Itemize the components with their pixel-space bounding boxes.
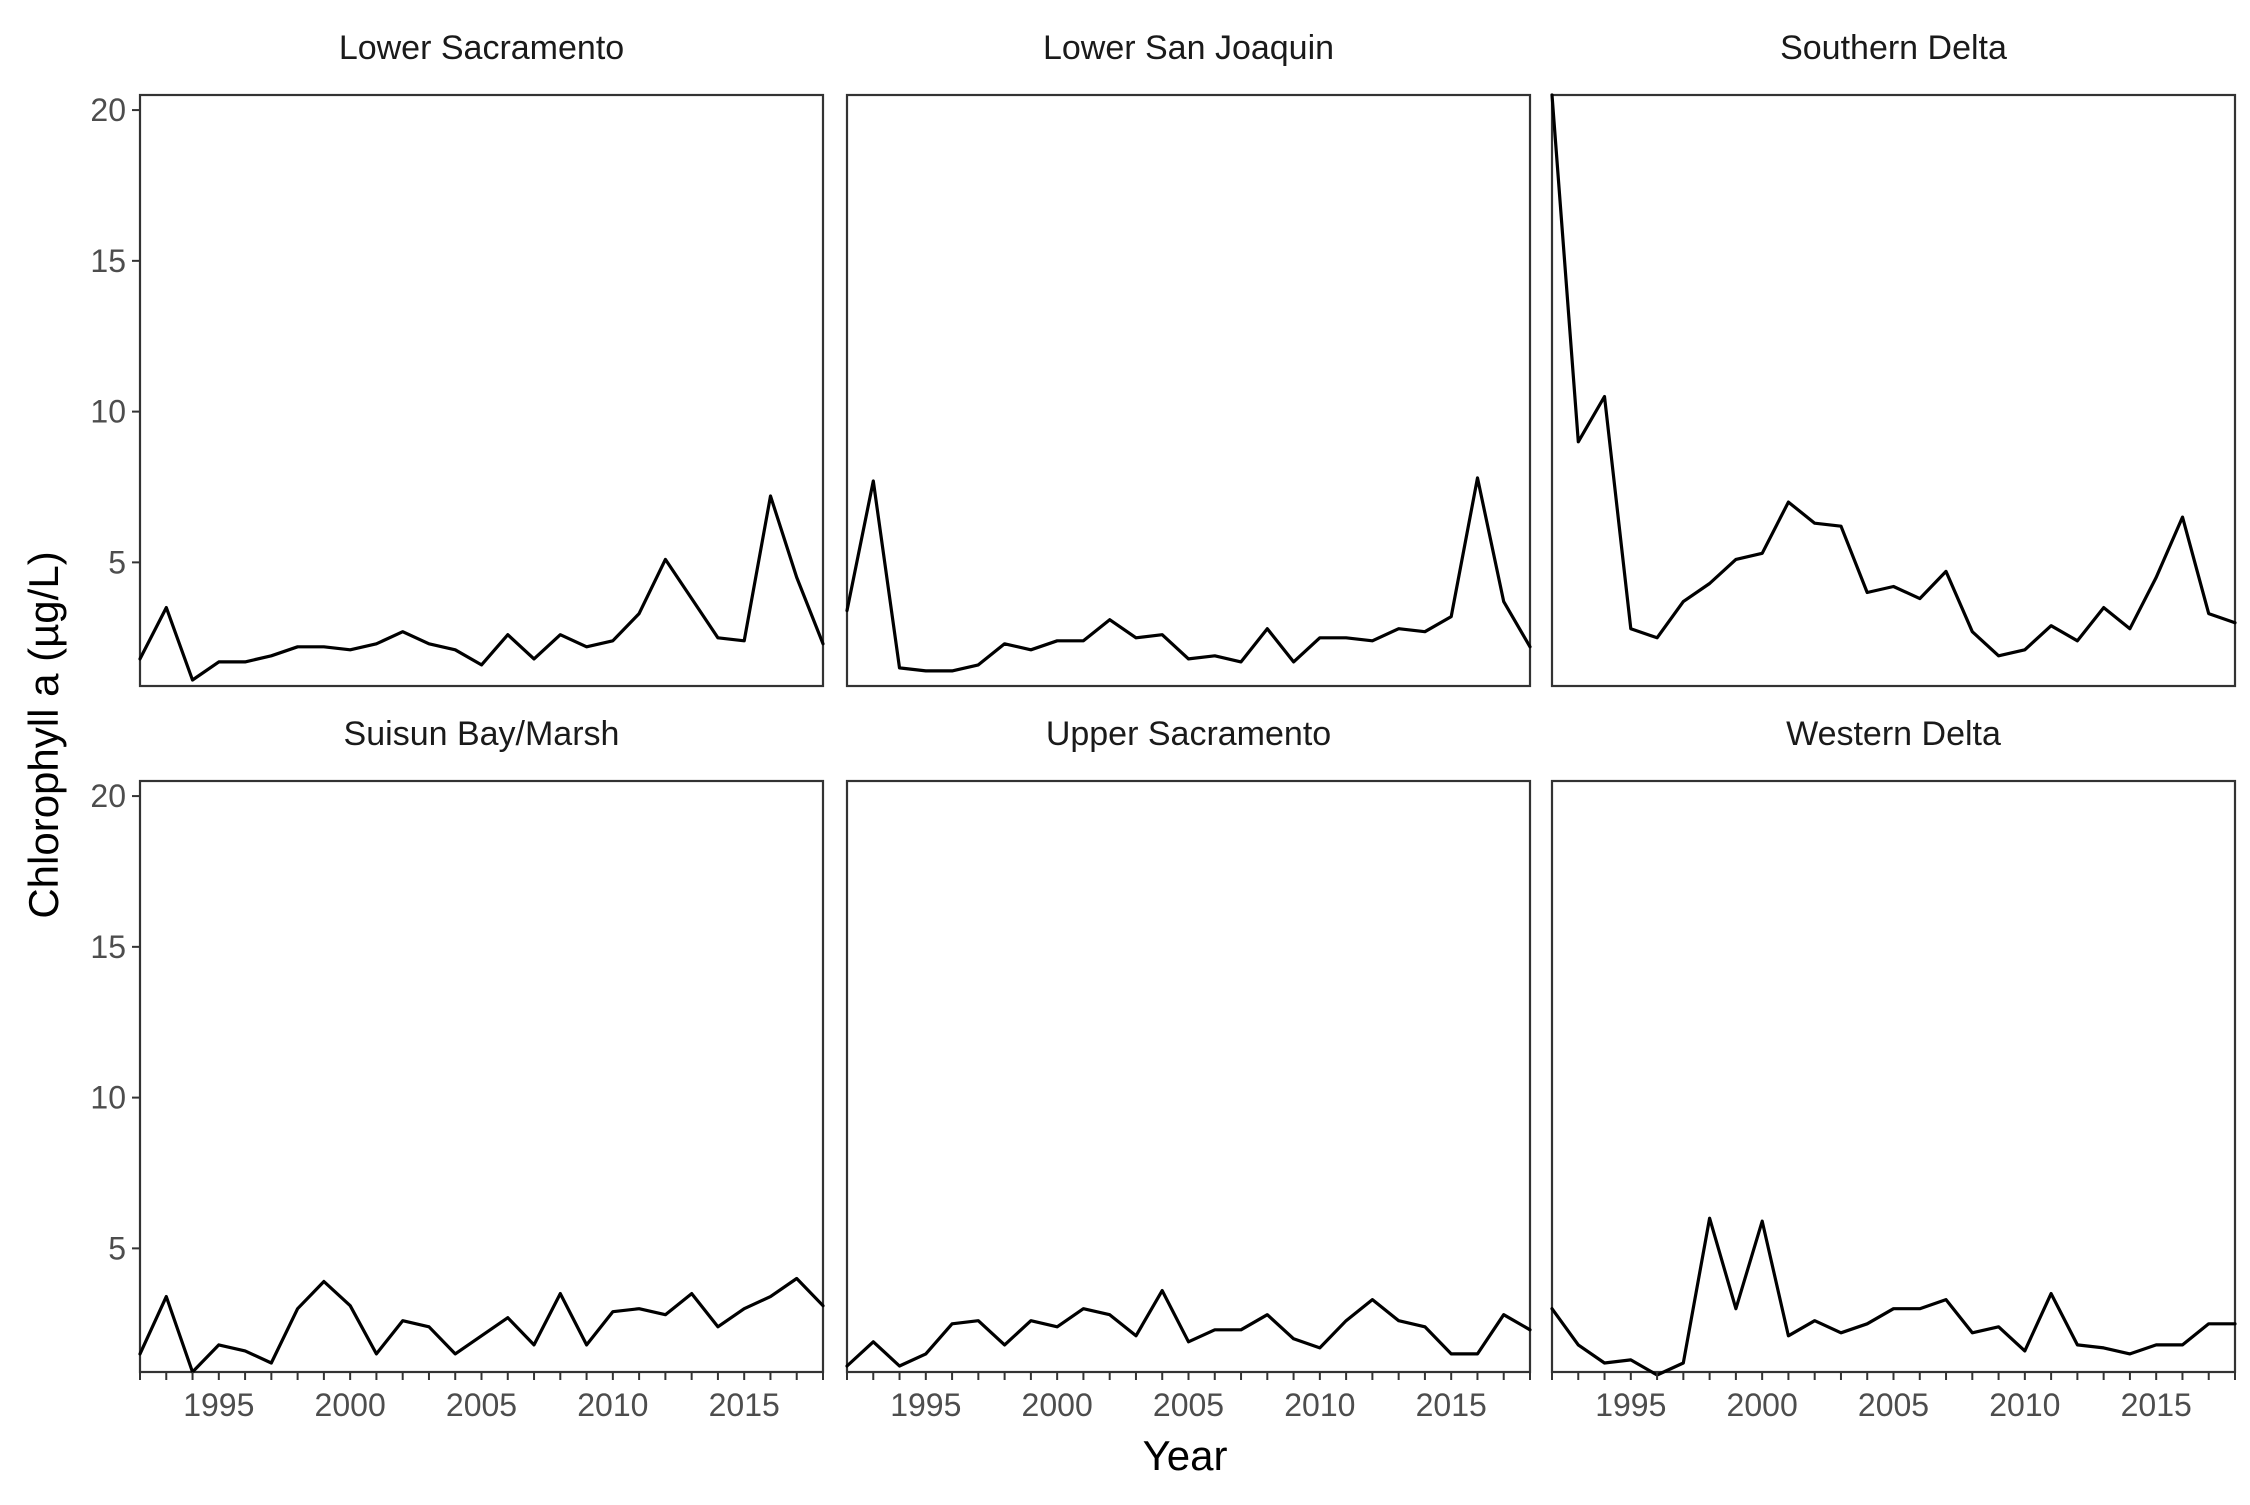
x-tick-label: 2000 <box>315 1387 386 1423</box>
x-tick-label: 2005 <box>1153 1387 1224 1423</box>
panel-lower-sacramento: Lower Sacramento 5 10 15 20 <box>90 29 825 688</box>
panel-frame <box>845 93 1532 688</box>
y-tick-label: 15 <box>90 243 126 279</box>
panel-title: Lower San Joaquin <box>1043 29 1334 67</box>
x-tick-label: 2010 <box>577 1387 648 1423</box>
panel-title: Upper Sacramento <box>1046 715 1331 753</box>
y-tick-label: 15 <box>90 929 126 965</box>
series-line <box>138 1276 825 1374</box>
y-axis-title: Chlorophyll a (µg/L) <box>20 551 67 918</box>
x-tick-label: 2000 <box>1022 1387 1093 1423</box>
x-tick-label: 2005 <box>1858 1387 1929 1423</box>
x-tick-label: 2010 <box>1989 1387 2060 1423</box>
panel-frame <box>1550 93 2237 688</box>
panel-title: Southern Delta <box>1780 29 2007 67</box>
y-tick-label: 5 <box>108 544 126 580</box>
y-tick-label: 20 <box>90 92 126 128</box>
panel-title: Lower Sacramento <box>339 29 624 67</box>
series-line <box>1550 93 2237 658</box>
panel-title: Suisun Bay/Marsh <box>344 715 620 753</box>
panel-frame <box>845 779 1532 1374</box>
x-axis-title: Year <box>1143 1432 1228 1479</box>
series-line <box>138 494 825 682</box>
panel-frame <box>1550 779 2237 1374</box>
y-tick-label: 20 <box>90 778 126 814</box>
x-tick-label: 2015 <box>1416 1387 1487 1423</box>
series-line <box>1550 1216 2237 1377</box>
series-line <box>845 1288 1532 1368</box>
panels-layer: Lower Sacramento 5 10 15 20 Lower San Joaquin… <box>90 29 2237 1423</box>
panel-western-delta: Western Delta 1995 2000 2005 2010 2015 <box>1550 715 2237 1423</box>
panel-frame <box>138 779 825 1374</box>
x-tick-label: 2015 <box>709 1387 780 1423</box>
x-tick-label: 2010 <box>1284 1387 1355 1423</box>
panel-suisun-bay-marsh: Suisun Bay/Marsh 5 10 15 20 1995 2000 2005 2010 2… <box>90 715 825 1423</box>
panel-southern-delta: Southern Delta <box>1550 29 2237 688</box>
x-tick-label: 1995 <box>183 1387 254 1423</box>
panel-lower-san-joaquin: Lower San Joaquin <box>845 29 1532 688</box>
x-tick-label: 1995 <box>890 1387 961 1423</box>
y-tick-label: 5 <box>108 1230 126 1266</box>
x-tick-label: 1995 <box>1595 1387 1666 1423</box>
x-tick-label: 2015 <box>2121 1387 2192 1423</box>
panel-title: Western Delta <box>1786 715 2001 753</box>
y-tick-label: 10 <box>90 394 126 430</box>
x-tick-label: 2000 <box>1727 1387 1798 1423</box>
series-line <box>845 476 1532 673</box>
y-tick-label: 10 <box>90 1080 126 1116</box>
x-tick-label: 2005 <box>446 1387 517 1423</box>
panel-frame <box>138 93 825 688</box>
panel-upper-sacramento: Upper Sacramento 1995 2000 2005 2010 2015 <box>845 715 1532 1423</box>
